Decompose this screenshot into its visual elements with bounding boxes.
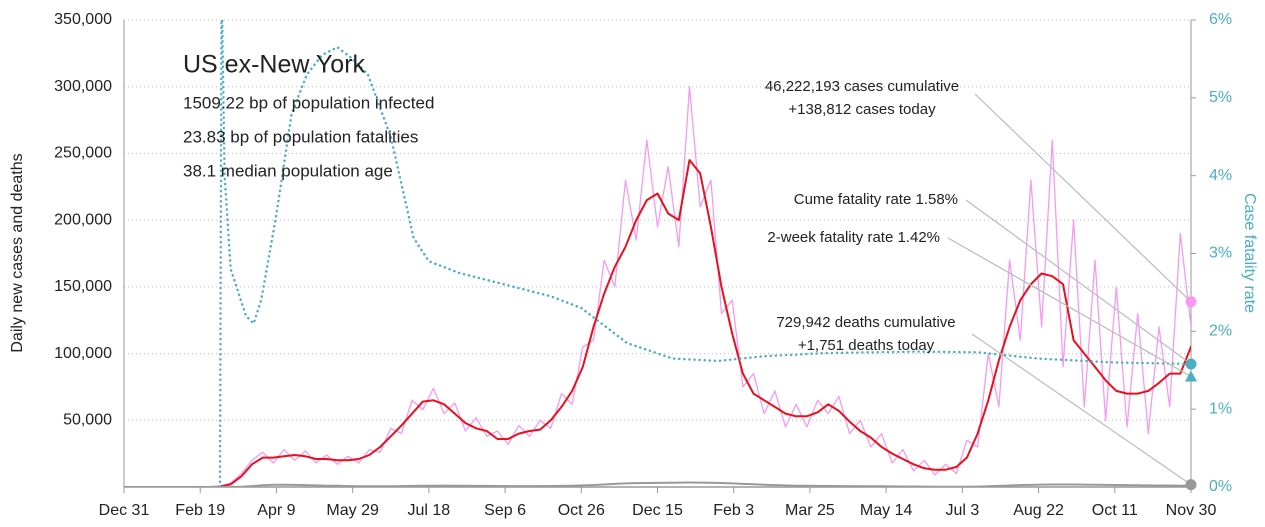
x-tick-label: Jul 18 <box>408 502 451 519</box>
x-tick-label: Mar 25 <box>785 502 835 519</box>
leader-line <box>974 93 1192 303</box>
annotation-text: 2-week fatality rate 1.42% <box>767 229 940 246</box>
x-tick-label: May 29 <box>326 502 379 519</box>
series-line <box>218 20 1191 487</box>
y2-tick-label: 2% <box>1209 323 1232 340</box>
x-tick-label: Nov 30 <box>1166 502 1217 519</box>
x-tick-label: Aug 22 <box>1013 502 1064 519</box>
y2-tick-label: 4% <box>1209 167 1232 184</box>
plot-area <box>124 20 1191 487</box>
y2-tick-label: 0% <box>1209 478 1232 495</box>
leader-line <box>971 333 1192 486</box>
annotation-text: +138,812 cases today <box>788 101 936 118</box>
annotation-text: Cume fatality rate 1.58% <box>794 191 958 208</box>
y-tick-label: 300,000 <box>54 78 112 95</box>
annotation-marker <box>1185 370 1197 382</box>
y2-tick-label: 3% <box>1209 245 1232 262</box>
y-tick-label: 350,000 <box>54 11 112 28</box>
x-tick-label: Oct 26 <box>558 502 605 519</box>
x-tick-label: Feb 19 <box>175 502 225 519</box>
x-tick-label: Feb 3 <box>713 502 754 519</box>
annotation-marker <box>1185 358 1197 370</box>
leader-line <box>947 237 1192 377</box>
y-tick-label: 200,000 <box>54 211 112 228</box>
info-line: 23.83 bp of population fatalities <box>183 127 418 146</box>
annotation-marker <box>1185 479 1197 491</box>
info-line: 38.1 median population age <box>183 161 393 180</box>
leader-line <box>965 199 1192 365</box>
annotation-text: 46,222,193 cases cumulative <box>765 78 959 95</box>
y-tick-label: 250,000 <box>54 145 112 162</box>
y-tick-label: 150,000 <box>54 278 112 295</box>
y2-tick-label: 6% <box>1209 11 1232 28</box>
annotation-marker <box>1185 296 1197 308</box>
x-tick-label: Dec 31 <box>99 502 150 519</box>
info-line: 1509.22 bp of population infected <box>183 93 434 112</box>
series-line <box>124 481 1191 487</box>
annotation-text: 729,942 deaths cumulative <box>776 314 955 331</box>
x-tick-label: Apr 9 <box>257 502 295 519</box>
annotation-text: +1,751 deaths today <box>798 337 935 354</box>
y2-tick-label: 5% <box>1209 89 1232 106</box>
series-line <box>124 86 1191 487</box>
y-tick-label: 100,000 <box>54 345 112 362</box>
x-tick-label: Oct 11 <box>1092 502 1138 519</box>
info-title: US ex-New York <box>183 51 366 79</box>
x-tick-label: Sep 6 <box>484 502 526 519</box>
x-tick-label: Jul 3 <box>945 502 979 519</box>
y-axis-label: Daily new cases and deaths <box>9 153 26 352</box>
y2-tick-label: 1% <box>1209 400 1232 417</box>
y-tick-label: 50,000 <box>63 412 112 429</box>
x-tick-label: Dec 15 <box>632 502 683 519</box>
x-tick-label: May 14 <box>860 502 913 519</box>
y2-axis-label: Case fatality rate <box>1241 193 1258 313</box>
series-line <box>124 159 1191 487</box>
